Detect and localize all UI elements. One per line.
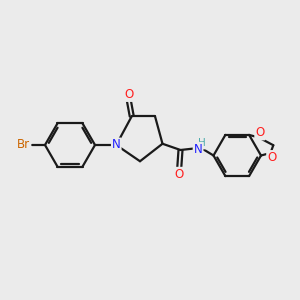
Text: O: O: [255, 126, 265, 140]
Text: N: N: [112, 139, 121, 152]
Text: O: O: [267, 151, 276, 164]
Text: N: N: [194, 143, 202, 156]
Text: H: H: [198, 139, 206, 148]
Text: O: O: [175, 168, 184, 181]
Text: O: O: [124, 88, 134, 101]
Text: Br: Br: [17, 139, 30, 152]
